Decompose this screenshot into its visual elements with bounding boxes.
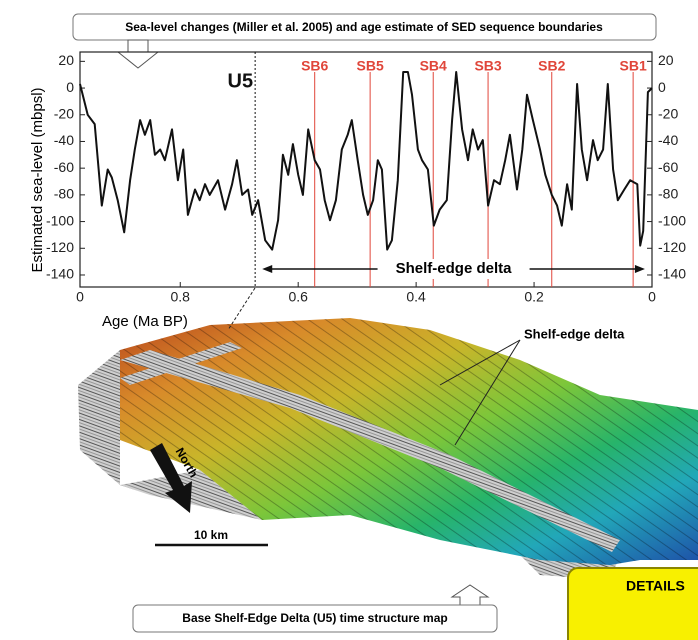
plot: 20 0 -20 -40 -60 -80 -100 -120 -140 20 0 -20 -40 -60 -…: [46, 51, 686, 305]
span-label: Shelf-edge delta: [396, 260, 513, 277]
details-button[interactable]: DETAILS: [567, 567, 698, 640]
north-arrow: [150, 443, 192, 513]
map-feature-label: Shelf-edge delta: [524, 326, 625, 341]
x-axis-label: Age (Ma BP): [102, 313, 188, 330]
boundary-label: SB2: [538, 58, 565, 74]
leader-line: [454, 339, 521, 446]
boundary-label: U5: [228, 70, 254, 92]
boundary-label: SB4: [420, 58, 447, 74]
caption-box: [132, 604, 498, 633]
seismic-face: [78, 350, 120, 485]
y2-tick-label: -40: [658, 132, 678, 148]
boundary-label: SB5: [357, 58, 384, 74]
y2-tick-label: 20: [658, 52, 674, 68]
y2-tick-label: -140: [658, 266, 686, 282]
x-tick-label: 0.6: [288, 289, 308, 305]
structure-map: North 10 km Shelf-edge delta Base Shelf-…: [78, 287, 698, 633]
arrow-head: [634, 265, 645, 273]
y2-tick-label: -60: [658, 159, 678, 175]
x-tick-label: 0: [648, 289, 656, 305]
chart-title: Sea-level changes (Miller et al. 2005) a…: [125, 20, 603, 34]
boundary-label: SB1: [620, 58, 647, 74]
arrow-head: [262, 265, 273, 273]
x-tick-label: 0.8: [171, 289, 191, 305]
x-tick-label: 0.2: [524, 289, 544, 305]
title-box: [72, 13, 657, 41]
y2-tick-label: -120: [658, 239, 686, 255]
title-arrow: [116, 39, 160, 69]
x-tick-label: 0: [76, 289, 84, 305]
scale-label: 10 km: [194, 528, 228, 542]
details-button-label[interactable]: DETAILS: [626, 578, 685, 594]
y-tick-label: -40: [54, 132, 74, 148]
y-tick-label: -60: [54, 159, 74, 175]
x-tick-label: 0.4: [406, 289, 426, 305]
y2-tick-label: 0: [658, 79, 666, 95]
y2-tick-label: -80: [658, 186, 678, 202]
y2-tick-label: -20: [658, 105, 678, 121]
y-tick-label: 20: [58, 52, 74, 68]
seismic-section: [120, 342, 242, 385]
connector: [227, 287, 256, 331]
details-button-bg[interactable]: [567, 567, 698, 640]
boundary-label: SB6: [301, 58, 328, 74]
leader-line: [439, 339, 521, 386]
y-tick-label: 0: [66, 79, 74, 95]
y-axis-label: Estimated sea-level (mbpsl): [29, 87, 46, 272]
span-label-bg: [377, 259, 530, 279]
plot-frame: [79, 51, 653, 288]
y2-tick-label: -100: [658, 212, 686, 228]
boundary-label: SB3: [474, 58, 501, 74]
y-tick-label: -140: [46, 266, 74, 282]
y-tick-label: -80: [54, 186, 74, 202]
caption: Base Shelf-Edge Delta (U5) time structur…: [182, 611, 447, 625]
y-tick-label: -120: [46, 239, 74, 255]
sea-level-line: [79, 71, 653, 251]
y-tick-label: -100: [46, 212, 74, 228]
caption-arrow: [450, 584, 490, 606]
y-tick-label: -20: [54, 105, 74, 121]
